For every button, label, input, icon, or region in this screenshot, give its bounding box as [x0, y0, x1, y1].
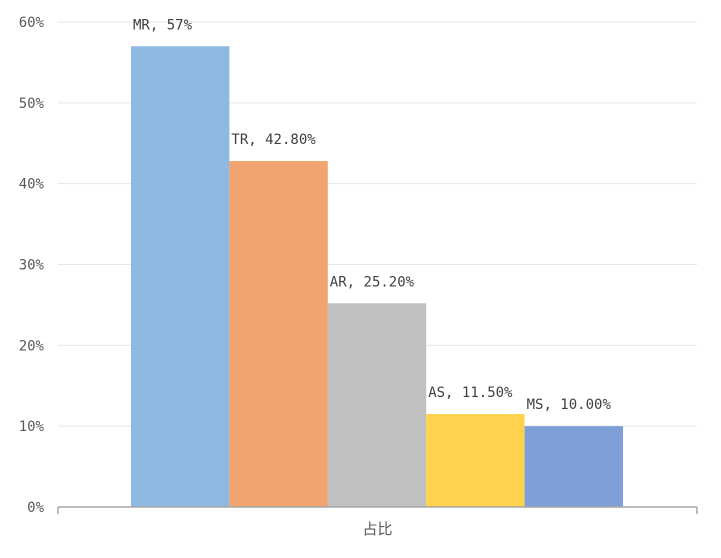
y-tick-label: 20%	[19, 338, 45, 354]
data-labels: MR, 57% TR, 42.80% AR, 25.20% AS, 11.50% MS,…	[133, 17, 611, 413]
bar-tr	[229, 161, 328, 508]
bar-ar	[327, 303, 427, 507]
data-label-ar: AR, 25.20%	[330, 274, 415, 290]
y-tick-label: 40%	[19, 177, 45, 193]
x-category-label: 占比	[362, 520, 392, 538]
y-tick-label: 0%	[27, 500, 44, 516]
bar-as	[426, 414, 525, 507]
y-tick-label: 60%	[19, 15, 45, 31]
data-label-ms: MS, 10.00%	[527, 397, 612, 413]
bar-mr	[131, 46, 230, 507]
y-tick-label: 50%	[19, 96, 45, 112]
data-label-mr: MR, 57%	[133, 17, 193, 33]
y-axis-tick-labels: 0% 10% 20% 30% 40% 50% 60%	[19, 15, 45, 516]
bars	[131, 46, 623, 508]
y-tick-label: 10%	[19, 419, 45, 435]
y-tick-label: 30%	[19, 258, 45, 274]
data-label-tr: TR, 42.80%	[231, 132, 316, 148]
data-label-as: AS, 11.50%	[428, 385, 513, 401]
bar-ms	[524, 426, 623, 507]
